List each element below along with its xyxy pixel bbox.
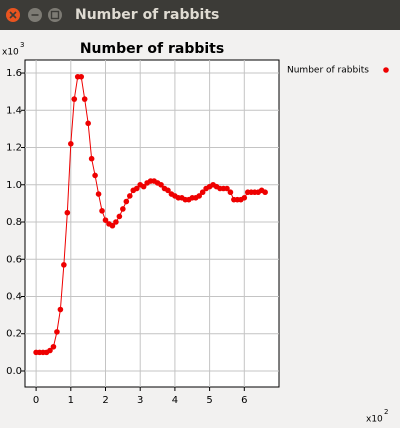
data-point: [54, 329, 60, 335]
data-point: [224, 185, 230, 192]
x-tick-label: 0: [33, 395, 39, 406]
data-point: [88, 155, 95, 162]
data-point: [227, 189, 234, 196]
data-point: [196, 193, 202, 199]
data-point: [78, 73, 85, 80]
window-title: Number of rabbits: [75, 7, 219, 23]
x-multiplier-exp: 2: [384, 408, 388, 416]
data-point: [241, 195, 248, 201]
legend-marker: [383, 67, 389, 73]
y-tick-label: 1.2: [6, 143, 22, 154]
y-tick-label: 0.2: [6, 329, 22, 340]
data-point: [85, 120, 91, 127]
data-point: [64, 209, 71, 216]
x-tick-label: 3: [137, 395, 143, 406]
data-point: [71, 96, 78, 102]
data-point: [165, 187, 171, 194]
y-tick-label: 0.4: [6, 291, 22, 302]
data-point: [95, 191, 102, 197]
data-point: [47, 347, 53, 354]
data-point: [199, 189, 206, 196]
data-point: [120, 206, 126, 212]
y-tick-label: 0.0: [6, 366, 22, 377]
data-point: [92, 172, 98, 179]
y-tick-label: 0.8: [6, 217, 22, 228]
data-point: [61, 262, 67, 268]
x-tick-label: 6: [241, 395, 247, 406]
data-point: [133, 185, 140, 192]
x-tick-label: 5: [206, 395, 212, 406]
y-multiplier-exp: 3: [20, 41, 24, 49]
y-tick-label: 1.0: [6, 180, 22, 191]
data-point: [123, 198, 130, 205]
plot-area: [24, 59, 280, 388]
y-tick-label: 1.6: [6, 68, 22, 79]
data-point: [113, 219, 119, 225]
maximize-icon: [50, 10, 60, 20]
data-point: [126, 193, 133, 199]
y-tick-label: 0.6: [6, 254, 22, 265]
data-point: [50, 343, 57, 350]
x-tick-label: 2: [102, 395, 108, 406]
chart-title: Number of rabbits: [80, 41, 224, 57]
maximize-button[interactable]: [48, 8, 62, 22]
close-icon: [9, 11, 17, 19]
data-point: [68, 140, 74, 147]
plot: 0.0 0.2 0.4 0.6 0.8 1.0 1.2 1.4 1.6 0 1 2 3 4 5 6 Number…: [6, 60, 389, 406]
x-multiplier: x10: [366, 415, 383, 425]
data-point: [262, 189, 268, 196]
legend-label: Number of rabbits: [287, 66, 369, 76]
data-point: [109, 222, 116, 229]
data-point: [140, 183, 147, 190]
data-point: [99, 208, 105, 214]
data-point: [102, 217, 109, 223]
y-tick-label: 1.4: [6, 105, 22, 116]
data-point: [81, 96, 88, 102]
data-point: [158, 181, 164, 188]
data-point: [116, 213, 123, 220]
x-tick-label: 1: [68, 395, 74, 406]
data-point: [57, 306, 64, 313]
y-multiplier: x10: [2, 48, 19, 58]
x-tick-label: 4: [172, 395, 178, 406]
title-bar: [0, 0, 400, 30]
